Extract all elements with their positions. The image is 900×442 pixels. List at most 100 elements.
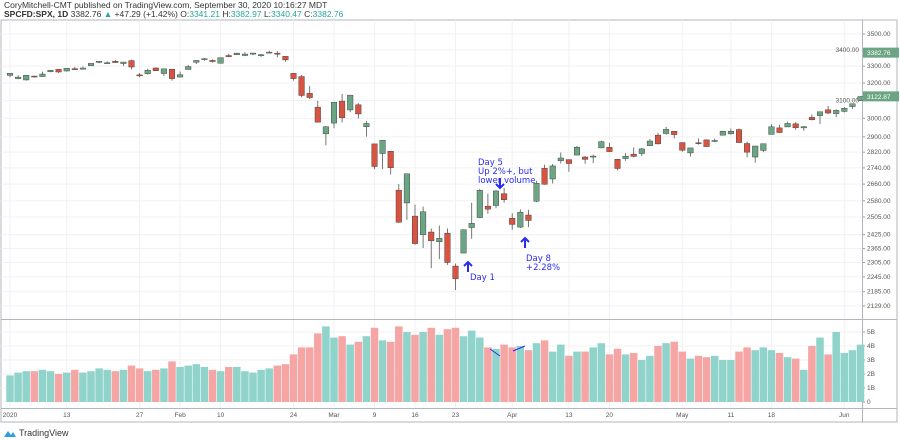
- candle[interactable]: [15, 75, 22, 80]
- candle[interactable]: [752, 145, 759, 163]
- candle[interactable]: [331, 101, 338, 129]
- candle[interactable]: [258, 53, 265, 57]
- candle[interactable]: [784, 121, 791, 128]
- candle[interactable]: [565, 159, 572, 172]
- candle[interactable]: [509, 213, 516, 230]
- candle[interactable]: [655, 132, 662, 145]
- candle[interactable]: [582, 155, 589, 164]
- candle[interactable]: [646, 139, 653, 146]
- candle[interactable]: [598, 140, 605, 149]
- candle[interactable]: [71, 67, 78, 70]
- candle[interactable]: [355, 103, 362, 119]
- candle[interactable]: [168, 68, 175, 81]
- candle[interactable]: [249, 52, 256, 56]
- volume-trendline[interactable]: [512, 345, 526, 352]
- arrow-up-icon[interactable]: [520, 236, 530, 248]
- candle[interactable]: [55, 69, 62, 73]
- candle[interactable]: [6, 72, 13, 78]
- candle[interactable]: [339, 93, 346, 123]
- candle[interactable]: [768, 124, 775, 135]
- candle[interactable]: [209, 59, 216, 63]
- candle[interactable]: [314, 100, 321, 123]
- candle[interactable]: [452, 263, 459, 290]
- candle[interactable]: [695, 138, 702, 145]
- candle[interactable]: [792, 122, 799, 130]
- candle[interactable]: [306, 86, 313, 99]
- candle[interactable]: [825, 106, 832, 115]
- candle[interactable]: [290, 73, 297, 81]
- candle[interactable]: [687, 147, 694, 157]
- candle[interactable]: [849, 103, 856, 109]
- candle[interactable]: [776, 124, 783, 133]
- candle[interactable]: [468, 202, 475, 239]
- candle[interactable]: [225, 53, 232, 58]
- candle[interactable]: [679, 142, 686, 152]
- candle[interactable]: [590, 154, 597, 164]
- candle[interactable]: [193, 60, 200, 65]
- candle[interactable]: [347, 94, 354, 113]
- candle[interactable]: [541, 164, 548, 185]
- candle[interactable]: [703, 139, 710, 147]
- candle[interactable]: [833, 109, 840, 118]
- candle[interactable]: [201, 58, 208, 61]
- candle[interactable]: [493, 190, 500, 209]
- candle[interactable]: [663, 126, 670, 135]
- candle[interactable]: [104, 61, 111, 64]
- candle[interactable]: [136, 73, 143, 78]
- candle[interactable]: [87, 63, 94, 67]
- candle[interactable]: [744, 141, 751, 158]
- candle[interactable]: [711, 138, 718, 142]
- candle[interactable]: [808, 114, 815, 121]
- candle[interactable]: [671, 131, 678, 139]
- candle[interactable]: [112, 60, 119, 63]
- candle[interactable]: [177, 71, 184, 78]
- candle[interactable]: [638, 147, 645, 157]
- candle[interactable]: [817, 111, 824, 125]
- candle[interactable]: [144, 68, 151, 75]
- candle[interactable]: [128, 59, 135, 70]
- symbol-name[interactable]: SPCFD:SPX, 1D: [4, 9, 69, 19]
- candle[interactable]: [574, 145, 581, 156]
- candle[interactable]: [857, 96, 864, 101]
- candle[interactable]: [266, 50, 273, 54]
- candle[interactable]: [274, 51, 281, 58]
- candle[interactable]: [727, 128, 734, 135]
- tradingview-logo[interactable]: TradingView: [4, 428, 69, 438]
- candle[interactable]: [47, 70, 54, 73]
- candle[interactable]: [460, 229, 467, 254]
- candle[interactable]: [63, 67, 70, 72]
- candle[interactable]: [395, 184, 402, 223]
- candle[interactable]: [282, 56, 289, 62]
- candle[interactable]: [501, 188, 508, 203]
- candle[interactable]: [120, 61, 127, 66]
- candle[interactable]: [403, 173, 410, 220]
- candle[interactable]: [217, 57, 224, 64]
- candle[interactable]: [517, 209, 524, 228]
- candle[interactable]: [39, 71, 46, 77]
- candle[interactable]: [363, 121, 370, 137]
- candle[interactable]: [841, 106, 848, 113]
- candle[interactable]: [412, 204, 419, 245]
- candle[interactable]: [379, 140, 386, 170]
- candle[interactable]: [484, 193, 491, 214]
- arrow-up-icon[interactable]: [463, 260, 473, 272]
- candle[interactable]: [160, 68, 167, 76]
- candle[interactable]: [719, 130, 726, 136]
- candle[interactable]: [371, 143, 378, 170]
- candle[interactable]: [31, 75, 38, 78]
- candle[interactable]: [760, 143, 767, 153]
- candle[interactable]: [298, 75, 305, 98]
- candle[interactable]: [152, 67, 159, 72]
- candle[interactable]: [800, 126, 807, 131]
- candle[interactable]: [96, 61, 103, 64]
- candle[interactable]: [622, 153, 629, 161]
- arrow-down-icon[interactable]: [495, 178, 505, 190]
- candle[interactable]: [614, 158, 621, 171]
- candle[interactable]: [233, 52, 240, 55]
- candle[interactable]: [23, 75, 30, 81]
- candle[interactable]: [533, 180, 540, 203]
- candle[interactable]: [557, 152, 564, 164]
- volume-trendline[interactable]: [489, 348, 501, 357]
- candle[interactable]: [387, 150, 394, 175]
